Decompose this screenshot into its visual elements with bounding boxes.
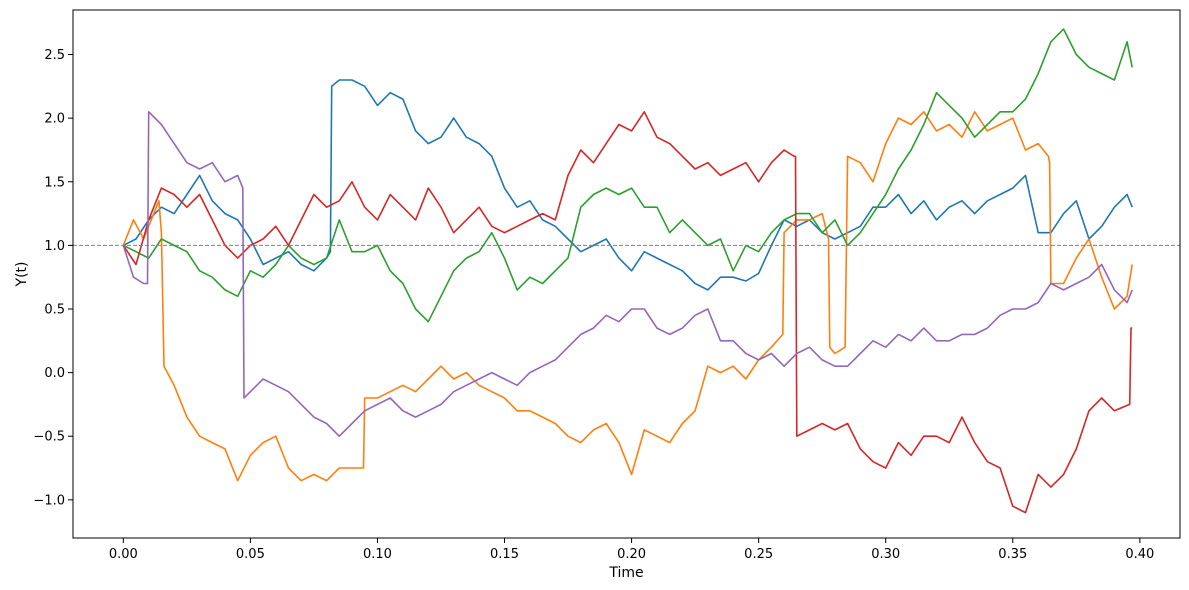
y-tick-label: −0.5 <box>33 430 65 445</box>
x-tick-label: 0.30 <box>871 547 900 562</box>
x-axis-ticks: 0.00 0.05 0.10 0.15 0.20 0.25 0.30 0.35 0.40 <box>109 538 1154 562</box>
x-tick-label: 0.00 <box>109 547 138 562</box>
y-tick-label: −1.0 <box>33 493 65 508</box>
axes-frame <box>72 9 1181 539</box>
y-tick-label: 0.0 <box>44 366 65 381</box>
x-tick-label: 0.15 <box>490 547 519 562</box>
x-tick-label: 0.10 <box>363 547 392 562</box>
y-tick-label: 2.5 <box>44 48 65 63</box>
y-tick-label: 1.0 <box>44 239 65 254</box>
x-tick-label: 0.25 <box>744 547 773 562</box>
x-tick-label: 0.35 <box>998 547 1027 562</box>
series-line-4 <box>122 111 1133 514</box>
x-axis-label: Time <box>608 565 643 581</box>
series-layer <box>122 28 1133 514</box>
x-tick-label: 0.20 <box>617 547 646 562</box>
series-line-3 <box>122 28 1133 323</box>
y-tick-label: 0.5 <box>44 302 65 317</box>
series-line-1 <box>122 79 1133 291</box>
y-tick-label: 2.0 <box>44 112 65 127</box>
series-line-2 <box>122 111 1133 482</box>
y-tick-label: 1.5 <box>44 175 65 190</box>
x-tick-label: 0.05 <box>236 547 265 562</box>
y-axis-ticks: −1.0 −0.5 0.0 0.5 1.0 1.5 2.0 2.5 <box>33 48 73 508</box>
x-tick-label: 0.40 <box>1125 547 1154 562</box>
series-line-5 <box>122 111 1133 438</box>
y-axis-label: Y(t) <box>14 262 30 288</box>
